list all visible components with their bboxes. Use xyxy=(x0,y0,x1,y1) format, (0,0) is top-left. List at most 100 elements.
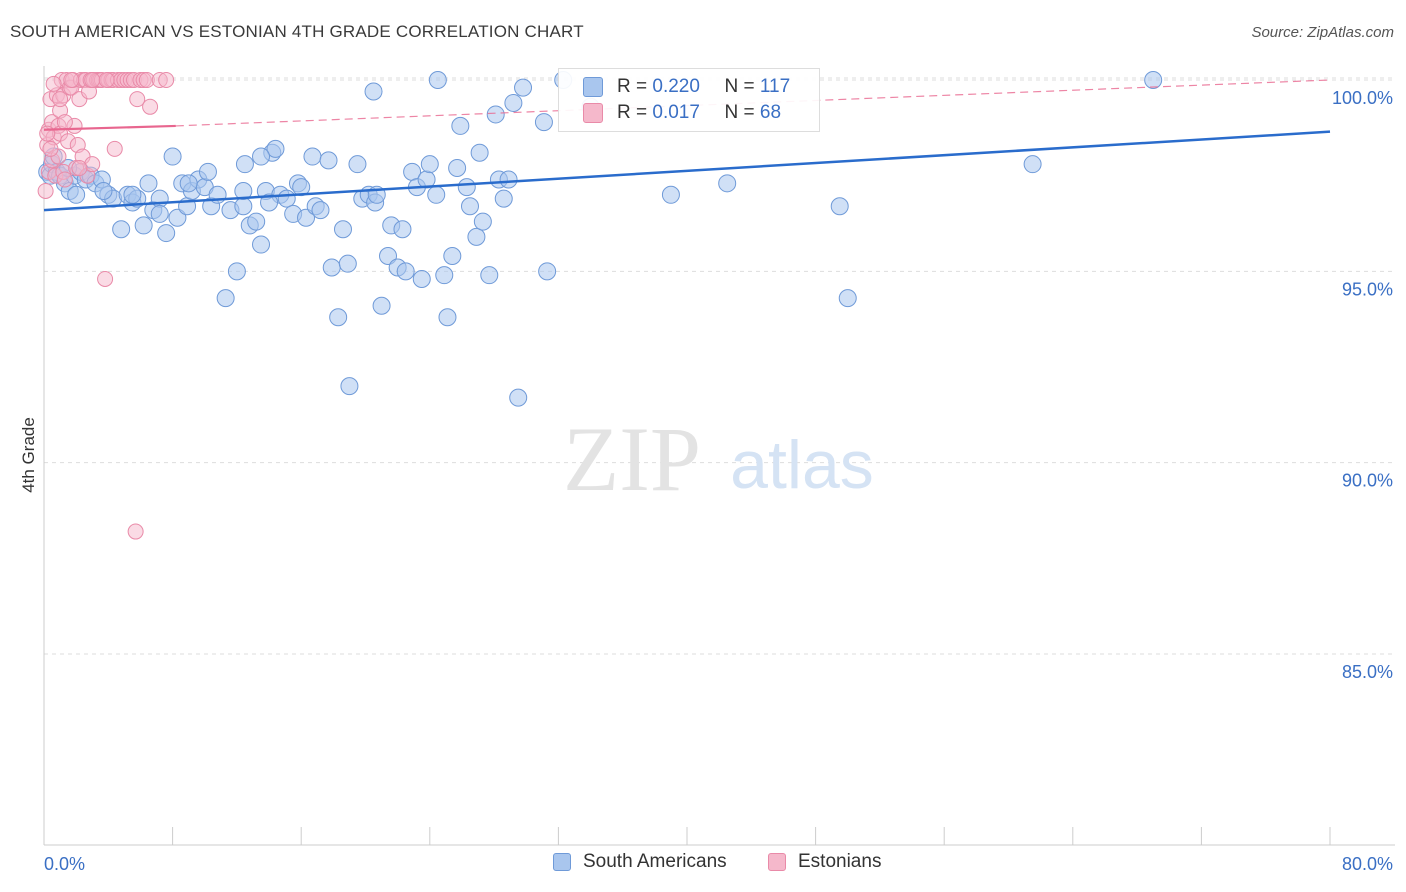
point-south-77 xyxy=(427,185,446,204)
point-south-54 xyxy=(311,201,330,220)
point-south-94 xyxy=(509,388,528,407)
n-label-estonian: N = xyxy=(724,102,755,123)
watermark: ZIP atlas xyxy=(563,408,874,510)
point-estonian-57 xyxy=(158,72,175,88)
point-estonian-67 xyxy=(52,91,69,108)
point-estonian-63 xyxy=(71,160,88,177)
point-south-37 xyxy=(234,197,253,216)
point-south-79 xyxy=(438,308,457,327)
point-south-47 xyxy=(277,189,296,208)
point-estonian-59 xyxy=(45,75,62,92)
point-south-104 xyxy=(1023,155,1042,174)
point-south-71 xyxy=(396,262,415,281)
point-estonian-66 xyxy=(42,140,59,157)
legend-label-estonian: Estonians xyxy=(798,851,882,872)
point-south-24 xyxy=(157,224,176,243)
point-south-85 xyxy=(467,227,486,246)
point-south-34 xyxy=(216,289,235,308)
y-tick-label-90: 90.0% xyxy=(1342,471,1393,491)
point-estonian-16 xyxy=(56,171,73,188)
r-value-estonian: 0.017 xyxy=(652,102,700,123)
point-south-25 xyxy=(163,147,182,166)
y-axis-label: 4th Grade xyxy=(19,417,38,493)
point-south-86 xyxy=(470,143,489,162)
stats-legend: R = 0.220 N = 117 R = 0.017 N = 68 xyxy=(558,68,820,132)
point-estonian-43 xyxy=(106,140,123,157)
point-south-88 xyxy=(480,266,499,285)
point-south-92 xyxy=(499,170,518,189)
point-estonian-61 xyxy=(56,114,73,131)
point-south-20 xyxy=(134,216,153,235)
point-south-96 xyxy=(534,113,553,132)
point-south-100 xyxy=(661,185,680,204)
swatch-south xyxy=(583,77,603,97)
point-south-112 xyxy=(150,204,169,223)
point-estonian-50 xyxy=(127,523,144,540)
point-south-115 xyxy=(198,162,217,181)
legend-label-south: South Americans xyxy=(583,851,727,872)
point-south-36 xyxy=(227,262,246,281)
legend-swatch-south xyxy=(553,853,571,871)
point-estonian-58 xyxy=(39,125,56,142)
point-south-60 xyxy=(340,377,359,396)
point-south-91 xyxy=(494,189,513,208)
point-south-45 xyxy=(266,139,285,158)
point-estonian-0 xyxy=(37,182,54,199)
point-south-67 xyxy=(379,247,398,266)
point-estonian-62 xyxy=(63,72,80,88)
point-south-114 xyxy=(67,185,86,204)
point-south-58 xyxy=(333,220,352,239)
point-south-59 xyxy=(338,254,357,273)
point-south-41 xyxy=(247,212,266,231)
source-label: Source: ZipAtlas.com xyxy=(1251,24,1394,41)
point-estonian-55 xyxy=(142,98,159,115)
point-south-81 xyxy=(448,159,467,178)
n-value-estonian: 68 xyxy=(759,102,782,123)
legend-swatch-estonian xyxy=(768,853,786,871)
trend-line-estonian-solid xyxy=(43,124,176,131)
point-south-105 xyxy=(1144,71,1163,89)
watermark-atlas: atlas xyxy=(730,427,874,503)
n-label-south: N = xyxy=(724,76,755,97)
point-south-39 xyxy=(235,155,254,174)
point-south-84 xyxy=(460,197,479,216)
r-value-south: 0.220 xyxy=(652,76,700,97)
point-south-111 xyxy=(94,181,113,200)
point-south-82 xyxy=(451,116,470,135)
point-estonian-51 xyxy=(129,91,146,108)
point-estonian-65 xyxy=(98,72,115,88)
point-south-102 xyxy=(830,197,849,216)
point-south-101 xyxy=(718,174,737,193)
point-south-42 xyxy=(252,235,271,254)
point-south-89 xyxy=(486,105,505,124)
point-south-107 xyxy=(364,82,383,101)
point-south-106 xyxy=(428,71,447,89)
point-south-108 xyxy=(179,174,198,193)
point-south-80 xyxy=(443,247,462,266)
point-south-70 xyxy=(393,220,412,239)
point-south-76 xyxy=(420,155,439,174)
swatch-estonian xyxy=(583,103,603,123)
y-tick-label-85: 85.0% xyxy=(1342,662,1393,682)
series-estonians xyxy=(37,72,175,540)
legend-item-estonian[interactable]: Estonians xyxy=(768,851,881,873)
point-south-51 xyxy=(297,208,316,227)
point-south-103 xyxy=(838,289,857,308)
point-south-52 xyxy=(303,147,322,166)
x-tick-label-max: 80.0% xyxy=(1342,854,1393,874)
point-south-61 xyxy=(348,155,367,174)
point-south-109 xyxy=(252,147,271,166)
point-south-74 xyxy=(412,269,431,288)
point-south-87 xyxy=(473,212,492,231)
legend-item-south[interactable]: South Americans xyxy=(553,851,727,873)
n-value-south: 117 xyxy=(759,76,791,97)
point-south-66 xyxy=(372,296,391,315)
point-south-78 xyxy=(435,266,454,285)
bottom-legend: South Americans Estonians xyxy=(0,851,1406,879)
point-south-38 xyxy=(234,181,253,200)
r-label-estonian: R = xyxy=(617,102,648,123)
point-estonian-39 xyxy=(97,270,114,287)
y-tick-label-95: 95.0% xyxy=(1342,279,1393,299)
point-south-57 xyxy=(329,308,348,327)
